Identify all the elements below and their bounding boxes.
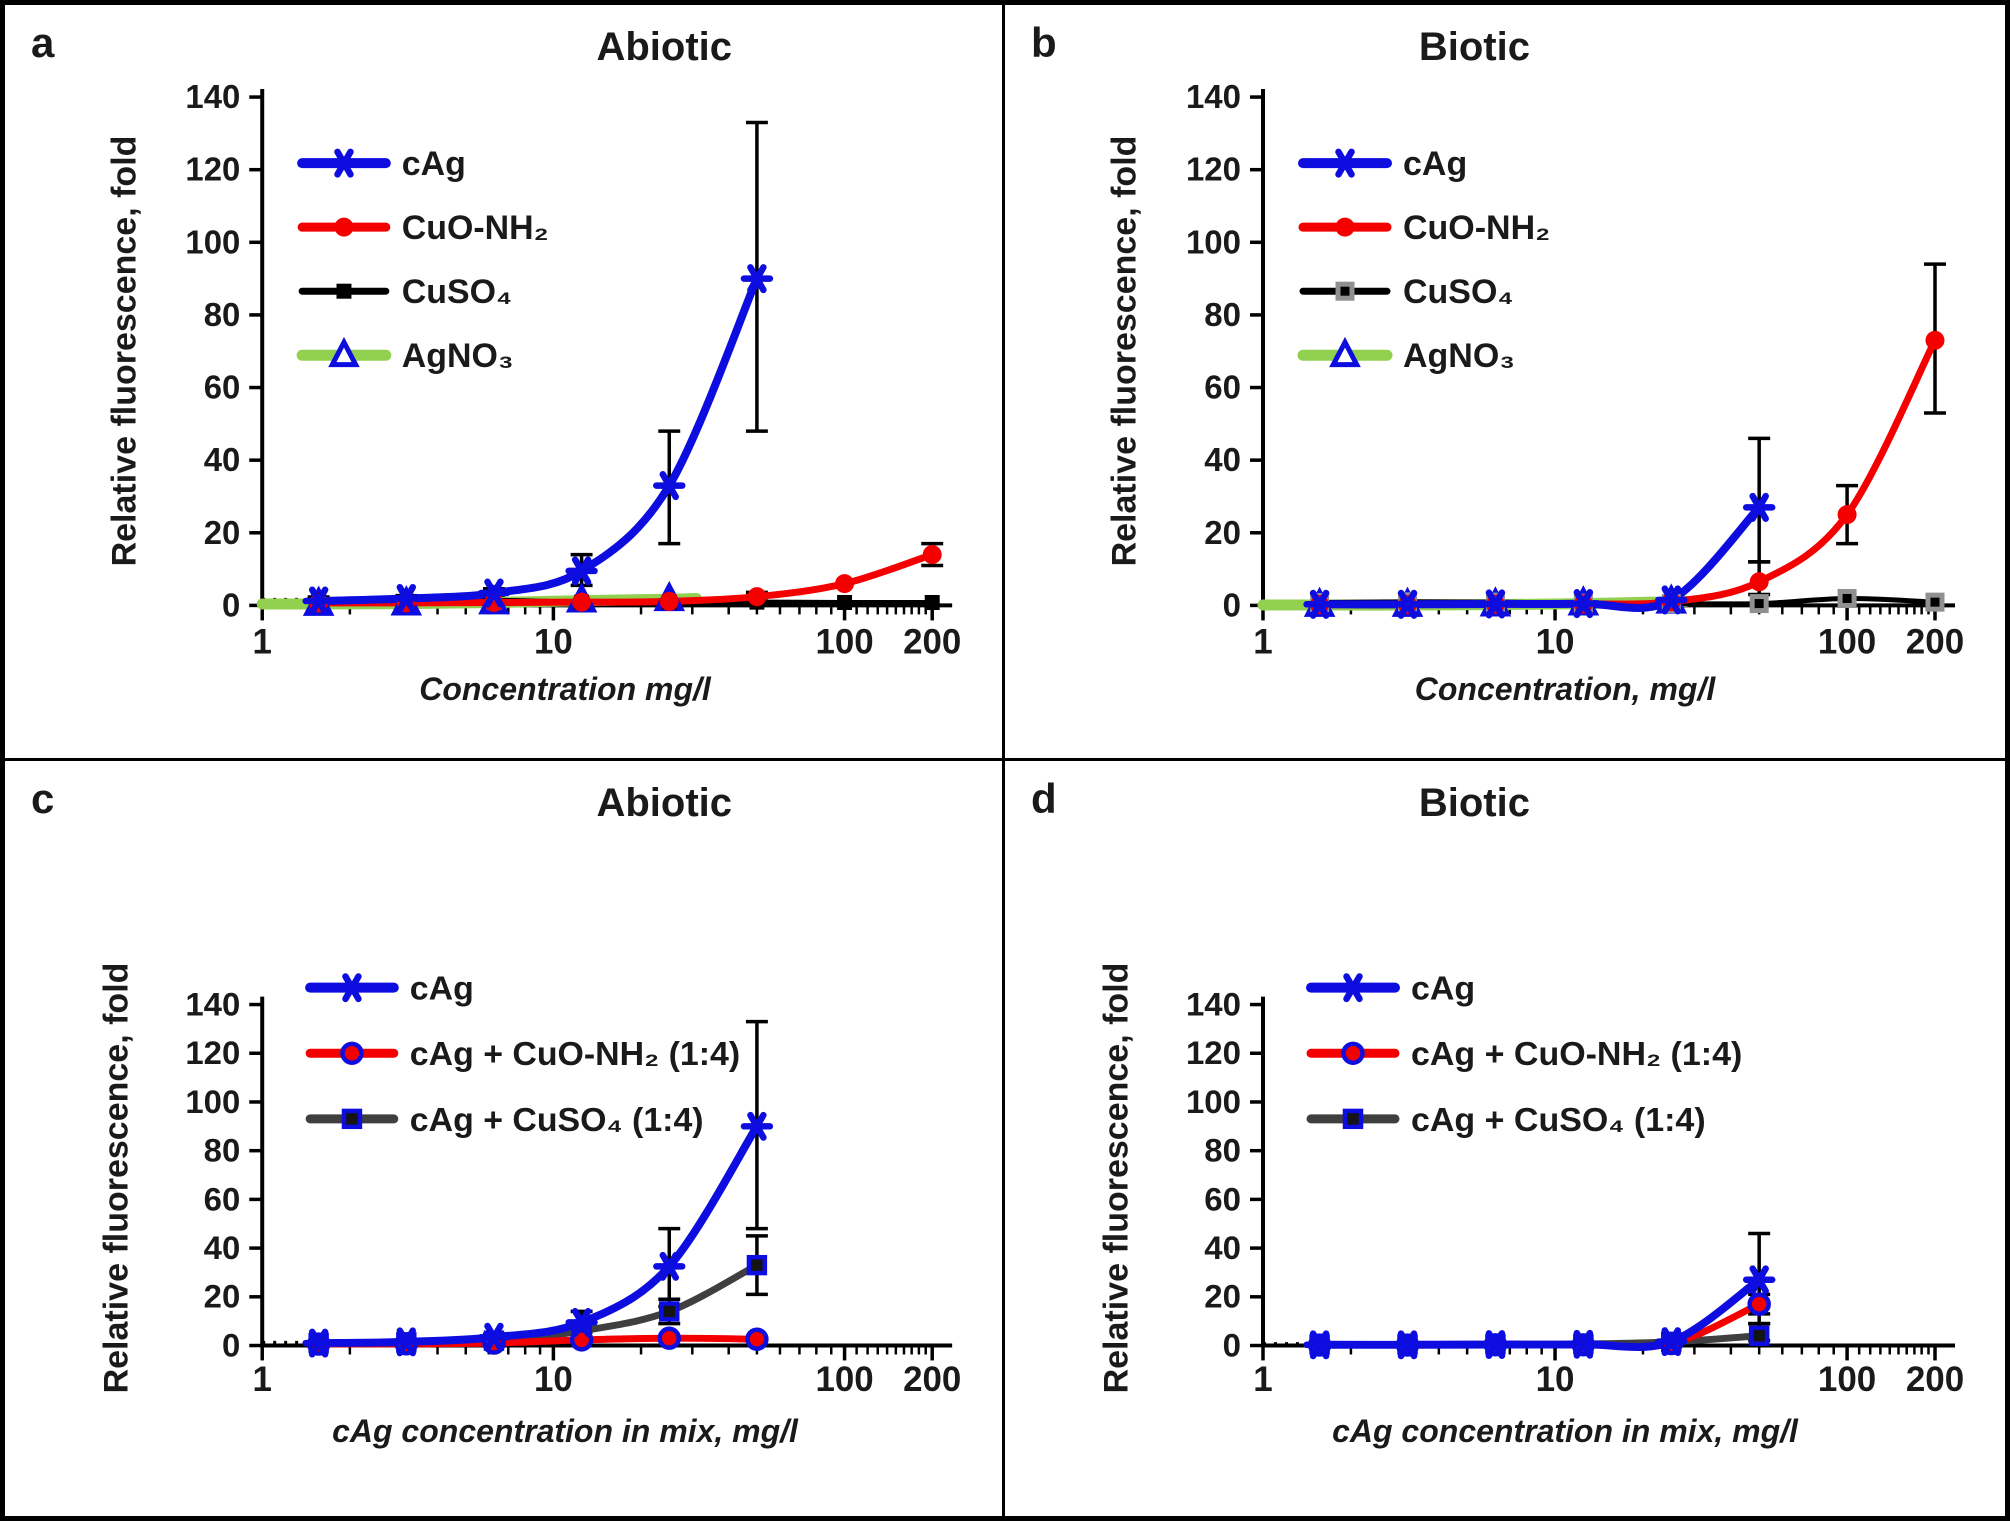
svg-text:cAg + CuSO₄ (1:4): cAg + CuSO₄ (1:4) xyxy=(1411,1100,1706,1138)
panel-title: Biotic xyxy=(1418,25,1530,69)
svg-text:10: 10 xyxy=(1536,622,1575,661)
svg-text:120: 120 xyxy=(185,151,240,188)
svg-text:40: 40 xyxy=(1204,441,1241,478)
svg-text:140: 140 xyxy=(185,78,240,115)
panel-a: 0 20 40 60 80 100 120 140 1 10 100 200 cAg CuO-NH₂ CuS… xyxy=(5,5,1005,761)
svg-text:40: 40 xyxy=(1204,1229,1241,1266)
svg-text:1: 1 xyxy=(253,622,272,661)
svg-text:cAg: cAg xyxy=(402,145,466,183)
panel-letter: c xyxy=(31,774,55,822)
svg-text:80: 80 xyxy=(1204,296,1241,333)
chart-a: 0 20 40 60 80 100 120 140 1 10 100 200 cAg CuO-NH₂ CuS… xyxy=(185,78,961,661)
svg-text:CuSO₄: CuSO₄ xyxy=(1403,273,1514,311)
y-axis-label: Relative fluorescence, fold xyxy=(105,135,144,567)
svg-text:1: 1 xyxy=(253,1360,272,1399)
svg-text:AgNO₃: AgNO₃ xyxy=(1403,337,1515,375)
svg-text:20: 20 xyxy=(204,1277,241,1314)
svg-text:200: 200 xyxy=(903,622,961,661)
svg-text:1: 1 xyxy=(1253,1360,1272,1399)
chart-c: 0 20 40 60 80 100 120 140 1 10 100 200 cAg cAg + CuO-… xyxy=(185,969,961,1399)
panel-c: 0 20 40 60 80 100 120 140 1 10 100 200 cAg cAg + CuO-… xyxy=(5,760,1005,1516)
panel-title: Abiotic xyxy=(596,25,732,69)
svg-text:100: 100 xyxy=(1186,223,1241,260)
y-axis-label: Relative fluorescence, fold xyxy=(1105,135,1144,567)
panel-title: Biotic xyxy=(1418,780,1530,825)
svg-text:120: 120 xyxy=(185,1034,240,1071)
svg-text:100: 100 xyxy=(1818,622,1876,661)
svg-text:140: 140 xyxy=(185,985,240,1022)
svg-text:200: 200 xyxy=(903,1360,961,1399)
panel-title: Abiotic xyxy=(596,780,732,825)
svg-text:1: 1 xyxy=(1253,622,1272,661)
svg-text:60: 60 xyxy=(1204,369,1241,406)
svg-text:80: 80 xyxy=(204,1131,241,1168)
svg-text:80: 80 xyxy=(1204,1131,1241,1168)
svg-text:100: 100 xyxy=(1186,1082,1241,1119)
svg-text:CuO-NH₂: CuO-NH₂ xyxy=(1403,209,1550,247)
svg-text:20: 20 xyxy=(204,514,241,551)
svg-text:40: 40 xyxy=(204,1229,241,1266)
svg-text:10: 10 xyxy=(1536,1360,1575,1399)
svg-text:140: 140 xyxy=(1186,985,1241,1022)
svg-text:CuSO₄: CuSO₄ xyxy=(402,273,512,311)
svg-text:10: 10 xyxy=(534,1360,573,1399)
svg-text:10: 10 xyxy=(534,622,573,661)
svg-text:cAg: cAg xyxy=(410,969,474,1007)
svg-text:40: 40 xyxy=(204,441,241,478)
svg-text:0: 0 xyxy=(1223,586,1241,623)
x-axis-label: cAg concentration in mix, mg/l xyxy=(1332,1412,1798,1449)
svg-text:100: 100 xyxy=(815,622,873,661)
svg-text:cAg + CuO-NH₂ (1:4): cAg + CuO-NH₂ (1:4) xyxy=(410,1035,740,1073)
svg-text:60: 60 xyxy=(204,1180,241,1217)
svg-text:cAg + CuO-NH₂ (1:4): cAg + CuO-NH₂ (1:4) xyxy=(1411,1035,1742,1073)
svg-text:AgNO₃: AgNO₃ xyxy=(402,337,514,375)
panel-letter: b xyxy=(1031,19,1057,66)
x-axis-label: cAg concentration in mix, mg/l xyxy=(332,1412,798,1449)
chart-b: 0 20 40 60 80 100 120 140 1 10 100 200 cAg CuO-NH₂ CuS… xyxy=(1186,78,1964,661)
svg-text:cAg: cAg xyxy=(1411,969,1475,1007)
svg-text:100: 100 xyxy=(1818,1360,1876,1399)
svg-text:200: 200 xyxy=(1906,1360,1964,1399)
svg-text:0: 0 xyxy=(222,586,240,623)
svg-text:CuO-NH₂: CuO-NH₂ xyxy=(402,209,549,247)
y-axis-label: Relative fluorescence, fold xyxy=(97,962,136,1393)
svg-text:20: 20 xyxy=(1204,514,1241,551)
svg-text:0: 0 xyxy=(222,1326,240,1363)
panel-d: 0 20 40 60 80 100 120 140 1 10 100 200 cAg cAg + CuO-… xyxy=(1005,761,2005,1517)
svg-text:cAg: cAg xyxy=(1403,145,1467,183)
svg-text:140: 140 xyxy=(1186,78,1241,115)
svg-text:0: 0 xyxy=(1223,1326,1241,1363)
x-axis-label: Concentration mg/l xyxy=(419,671,711,707)
svg-text:100: 100 xyxy=(185,1082,240,1119)
panel-letter: a xyxy=(31,19,55,66)
svg-text:cAg + CuSO₄ (1:4): cAg + CuSO₄ (1:4) xyxy=(410,1100,704,1138)
svg-text:120: 120 xyxy=(1186,151,1241,188)
svg-text:60: 60 xyxy=(204,368,241,405)
svg-text:120: 120 xyxy=(1186,1034,1241,1071)
panel-letter: d xyxy=(1031,774,1057,822)
svg-text:20: 20 xyxy=(1204,1277,1241,1314)
x-axis-label: Concentration, mg/l xyxy=(1414,671,1716,707)
svg-text:100: 100 xyxy=(185,223,240,260)
svg-text:200: 200 xyxy=(1906,622,1964,661)
svg-text:60: 60 xyxy=(1204,1180,1241,1217)
chart-d: 0 20 40 60 80 100 120 140 1 10 100 200 cAg cAg + CuO-… xyxy=(1186,969,1964,1399)
panel-b: 0 20 40 60 80 100 120 140 1 10 100 200 cAg CuO-NH₂ CuS… xyxy=(1005,5,2005,761)
svg-text:80: 80 xyxy=(204,296,241,333)
svg-text:100: 100 xyxy=(815,1360,873,1399)
y-axis-label: Relative fluorescence, fold xyxy=(1097,962,1136,1393)
